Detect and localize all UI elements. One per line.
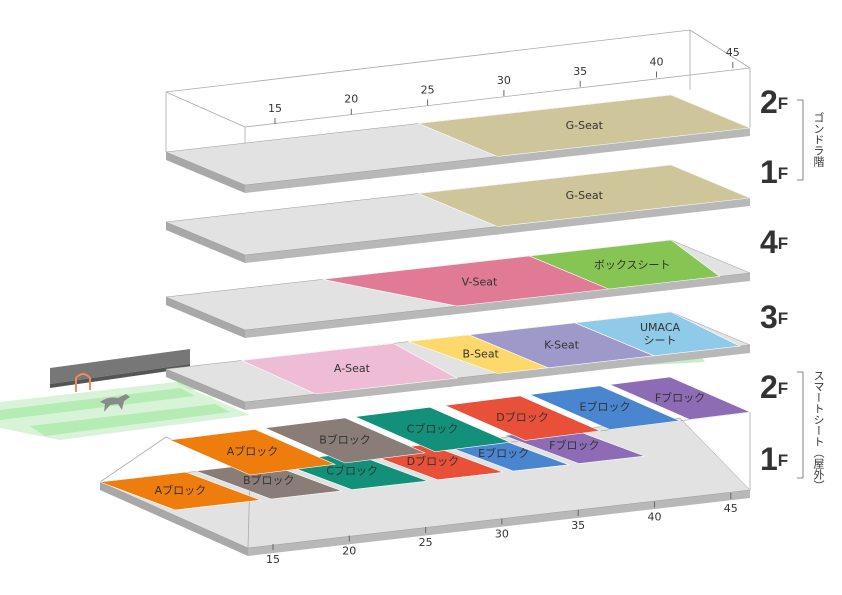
ruler-label: 15 [266,553,280,566]
fence [50,349,190,384]
frame-line [165,91,246,128]
frame-line [165,29,691,93]
section-label: Cブロック [326,463,378,477]
seat-section [168,428,337,476]
section-label: V-Seat [462,276,498,289]
slab-side [166,369,245,410]
section-label: UMACA シート [640,321,681,347]
floor-unit: F [778,164,788,183]
floor-unit: F [778,234,788,253]
floor-face [248,490,750,556]
section-label-line: UMACA [640,321,681,334]
ruler-label: 40 [648,511,662,524]
section-label: A-Seat [334,362,371,375]
slab-side [166,297,245,338]
ruler-label: 45 [726,46,740,59]
section-label: Fブロック [549,438,599,452]
slab-front [245,198,750,263]
ruler-label: 30 [495,528,509,541]
slab-front [245,273,750,338]
seat-section [353,406,512,453]
seat-section [608,376,752,420]
seat-section [263,417,427,464]
turf-line [0,388,195,420]
floor-unit: F [778,451,788,470]
section-label: B-Seat [463,347,500,360]
section-label: ボックスシート [594,258,671,271]
slab-front [245,128,750,193]
seat-section [528,385,682,430]
section-label: Fブロック [655,390,705,404]
seat-section [240,343,459,395]
frame-line [689,29,751,69]
ruler-label: 35 [573,65,587,78]
floor-face [100,482,248,556]
section-label: G-Seat [566,189,604,202]
floor-number: 4 [760,224,778,260]
group-label: スマートシート（屋外） [812,370,825,491]
seat-section [417,94,752,157]
ruler-label: 30 [497,74,511,87]
slab-side [166,152,245,193]
floor-label: 3F [760,299,788,335]
section-label: Bブロック [243,473,295,487]
horse [100,394,130,412]
floor-unit: F [778,309,788,328]
floor-label: 1F [760,154,788,190]
turf-line [30,404,230,436]
ruler-label: 20 [342,545,356,558]
floor-number: 2 [760,84,778,120]
floor-label: 2F [760,369,788,405]
floor-label: 1F [760,441,788,477]
floor-unit: F [778,379,788,398]
section-label: Bブロック [319,432,371,446]
section-label: G-Seat [566,119,604,132]
floor-label: 4F [760,224,788,260]
seat-section [417,164,752,227]
ruler-label: 20 [344,93,358,106]
gate [75,373,91,392]
slab-front [245,345,750,410]
floor-number: 2 [760,369,778,405]
floor-number: 1 [760,441,778,477]
slab-side [166,222,245,263]
section-label: Dブロック [407,454,459,468]
floor-label: 2F [760,84,788,120]
frame-line [99,436,167,483]
seat-section [528,239,721,290]
fence [50,364,190,388]
ruler-label: 25 [421,83,435,96]
group-label: ゴンドラ階 [812,111,825,168]
floor-number: 3 [760,299,778,335]
section-label: Eブロック [478,446,529,460]
section-label: Aブロック [227,444,279,458]
seat-section [99,471,262,511]
seat-section [443,395,602,441]
ruler-label: 40 [650,56,664,69]
ruler-label: 15 [268,102,282,115]
floor-number: 1 [760,154,778,190]
section-label: Dブロック [496,410,548,424]
ruler-label: 35 [571,519,585,532]
ruler-label: 25 [419,536,433,549]
seat-section [573,311,741,357]
floor-unit: F [778,94,788,113]
section-label: Eブロック [580,400,631,414]
section-label: Cブロック [407,421,459,435]
section-label-line: シート [644,334,677,347]
ruler-label: 45 [724,502,738,515]
section-label: K-Seat [544,338,580,351]
frame-line [244,67,751,128]
section-label: Aブロック [155,483,207,497]
